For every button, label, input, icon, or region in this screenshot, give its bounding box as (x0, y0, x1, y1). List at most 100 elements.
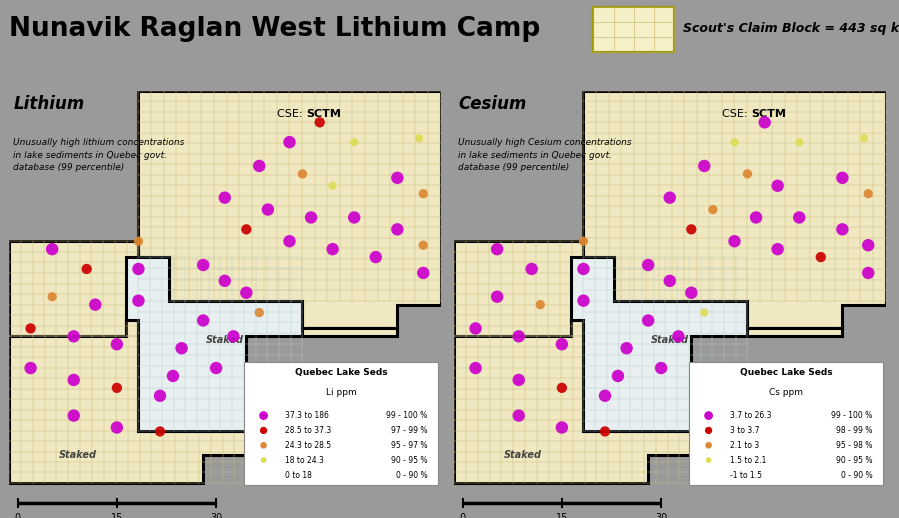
Text: 99 - 100 %: 99 - 100 % (387, 411, 428, 420)
Point (701, 411, 716, 420)
Point (416, 190, 431, 198)
Text: Cs ppm: Cs ppm (770, 388, 804, 397)
Text: Lithium: Lithium (13, 95, 85, 112)
Text: Staked: Staked (59, 450, 97, 460)
Text: Li ppm: Li ppm (325, 388, 357, 397)
Point (416, 241, 431, 249)
Text: Nunavik Raglan West Lithium Camp: Nunavik Raglan West Lithium Camp (9, 16, 540, 41)
Point (131, 237, 146, 246)
Text: 0: 0 (459, 513, 466, 518)
Text: 15: 15 (556, 513, 568, 518)
Point (619, 344, 634, 352)
Text: Unusually high lithium concentrations
in lake sediments in Quebec govt.
database: Unusually high lithium concentrations in… (13, 138, 184, 172)
Point (390, 174, 405, 182)
Text: 2.1 to 3: 2.1 to 3 (730, 441, 760, 450)
Point (252, 162, 266, 170)
Text: 90 - 95 %: 90 - 95 % (391, 456, 428, 465)
Point (697, 308, 711, 316)
Point (576, 265, 591, 273)
Point (684, 225, 699, 234)
Text: CSE:: CSE: (277, 109, 306, 120)
Text: 3 to 3.7: 3 to 3.7 (730, 426, 760, 435)
Point (110, 340, 124, 349)
Point (814, 253, 828, 261)
Text: CSE:: CSE: (722, 109, 751, 120)
Point (610, 372, 625, 380)
Point (512, 376, 526, 384)
Point (706, 206, 720, 214)
FancyBboxPatch shape (245, 362, 439, 485)
Text: 3.7 to 26.3: 3.7 to 26.3 (730, 411, 771, 420)
Text: 97 - 99 %: 97 - 99 % (391, 426, 428, 435)
Text: 0: 0 (14, 513, 21, 518)
Point (555, 384, 569, 392)
Point (369, 253, 383, 261)
Point (727, 138, 742, 146)
Text: 0 to 18: 0 to 18 (285, 470, 312, 480)
Point (209, 364, 223, 372)
Text: 24.3 to 28.5: 24.3 to 28.5 (285, 441, 332, 450)
Text: SCTM: SCTM (752, 109, 787, 120)
Point (835, 174, 850, 182)
Text: Cesium: Cesium (458, 95, 527, 112)
Text: 1.5 to 2.1: 1.5 to 2.1 (730, 456, 767, 465)
Point (325, 182, 340, 190)
Text: 90 - 95 %: 90 - 95 % (836, 456, 873, 465)
Point (196, 316, 210, 325)
Polygon shape (9, 241, 138, 336)
Polygon shape (302, 328, 397, 336)
Text: 0 - 90 %: 0 - 90 % (396, 470, 428, 480)
Point (110, 384, 124, 392)
Text: 0 - 90 %: 0 - 90 % (841, 470, 873, 480)
Point (663, 194, 677, 202)
Point (663, 277, 677, 285)
Polygon shape (571, 257, 842, 431)
Polygon shape (454, 241, 583, 336)
Point (861, 190, 876, 198)
Text: Quebec Lake Seds: Quebec Lake Seds (295, 368, 387, 377)
FancyBboxPatch shape (690, 362, 884, 485)
Point (770, 182, 785, 190)
Point (654, 364, 668, 372)
Polygon shape (138, 91, 441, 328)
Point (88, 300, 102, 309)
Text: -1 to 1.5: -1 to 1.5 (730, 470, 762, 480)
Polygon shape (126, 257, 397, 431)
Point (740, 170, 754, 178)
Text: Staked: Staked (504, 450, 542, 460)
Point (555, 340, 569, 349)
Point (347, 138, 361, 146)
Point (282, 138, 297, 146)
Point (555, 423, 569, 431)
Point (697, 162, 711, 170)
Point (749, 213, 763, 222)
Text: 99 - 100 %: 99 - 100 % (832, 411, 873, 420)
Point (641, 261, 655, 269)
Point (857, 134, 871, 142)
Point (701, 456, 716, 464)
Text: SCTM: SCTM (307, 109, 342, 120)
Point (701, 441, 716, 450)
Text: 30: 30 (655, 513, 667, 518)
Point (758, 118, 772, 126)
Point (325, 245, 340, 253)
Polygon shape (583, 91, 886, 328)
Point (861, 241, 876, 249)
Point (45, 245, 59, 253)
Point (490, 245, 504, 253)
Point (256, 441, 271, 450)
Point (792, 138, 806, 146)
Point (598, 427, 612, 436)
Point (153, 427, 167, 436)
Point (576, 296, 591, 305)
Point (524, 265, 539, 273)
Point (313, 118, 327, 126)
Point (261, 206, 275, 214)
Point (770, 245, 785, 253)
Point (165, 372, 180, 380)
Point (672, 332, 686, 340)
Point (23, 324, 38, 333)
Point (45, 293, 59, 301)
FancyBboxPatch shape (593, 7, 674, 52)
Point (174, 344, 189, 352)
